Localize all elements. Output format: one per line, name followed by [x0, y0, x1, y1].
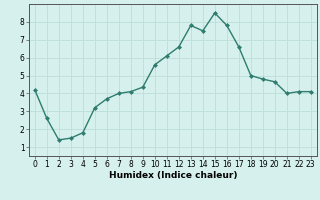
- X-axis label: Humidex (Indice chaleur): Humidex (Indice chaleur): [108, 171, 237, 180]
